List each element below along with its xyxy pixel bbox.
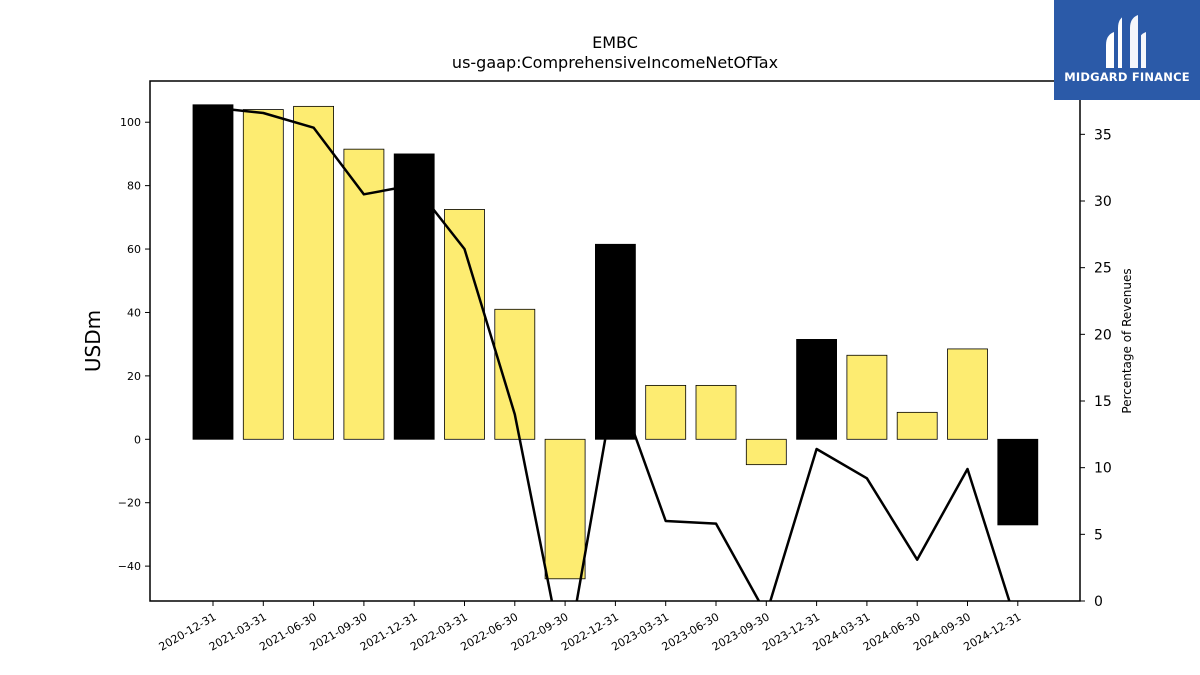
bar-2021-06-30 (293, 105, 335, 440)
y-axis-label: USDm (81, 310, 105, 372)
bar-2021-09-30 (343, 148, 385, 440)
logo-text: MIDGARD FINANCE (1064, 70, 1190, 84)
bar-2024-12-31 (997, 438, 1039, 526)
y2-tick-label: 20 (1094, 327, 1112, 343)
y-tick-label: 100 (120, 116, 141, 129)
bar-2021-12-31 (393, 153, 435, 440)
y2-tick-label: 25 (1094, 261, 1112, 277)
bar-2020-12-31 (192, 104, 234, 440)
x-tick-label: 2024-12-31 (961, 610, 1023, 653)
bar-series (192, 104, 1039, 580)
bar-2024-06-30 (896, 411, 938, 440)
x-axis-ticks: 2020-12-312021-03-312021-06-302021-09-30… (157, 601, 1023, 654)
bar-2024-03-31 (846, 354, 888, 440)
plot-frame (149, 80, 1081, 602)
logo-mark-icon (1106, 10, 1146, 68)
y-axis-ticks: −40 −20 0 20 40 60 80 100 (118, 116, 150, 573)
y2-tick-label: 30 (1094, 194, 1112, 210)
bar-2023-09-30 (745, 438, 787, 466)
y2-tick-label: 35 (1094, 127, 1112, 143)
ratio-line-series (212, 106, 1011, 601)
y2-axis-ticks: 0 5 10 15 20 25 30 35 (1080, 127, 1112, 610)
y2-tick-label: 5 (1094, 527, 1103, 543)
y-tick-label: −20 (118, 497, 141, 510)
y2-axis-label: Percentage of Revenues (1120, 268, 1134, 413)
y-tick-label: 60 (127, 243, 141, 256)
bar-2023-03-31 (645, 384, 687, 440)
y2-tick-label: 15 (1094, 394, 1112, 410)
y-tick-label: −40 (118, 560, 141, 573)
bar-2023-06-30 (695, 384, 737, 440)
bar-2022-03-31 (444, 209, 485, 440)
y-tick-label: 40 (127, 306, 141, 319)
y-tick-label: 20 (127, 370, 141, 383)
ratio-line (212, 106, 1011, 601)
y-tick-label: 0 (134, 433, 141, 446)
y2-tick-label: 10 (1094, 461, 1112, 477)
bar-2024-09-30 (947, 348, 988, 440)
bar-2022-09-30 (544, 438, 586, 580)
y2-tick-label: 0 (1094, 594, 1103, 610)
chart-title: EMBC (592, 33, 638, 52)
midgard-finance-logo: MIDGARD FINANCE (1054, 0, 1200, 100)
chart-subtitle: us-gaap:ComprehensiveIncomeNetOfTax (452, 53, 778, 72)
bar-2022-12-31 (595, 243, 636, 440)
bar-2021-03-31 (242, 109, 284, 440)
bar-2023-12-31 (796, 339, 837, 440)
y-tick-label: 80 (127, 180, 141, 193)
